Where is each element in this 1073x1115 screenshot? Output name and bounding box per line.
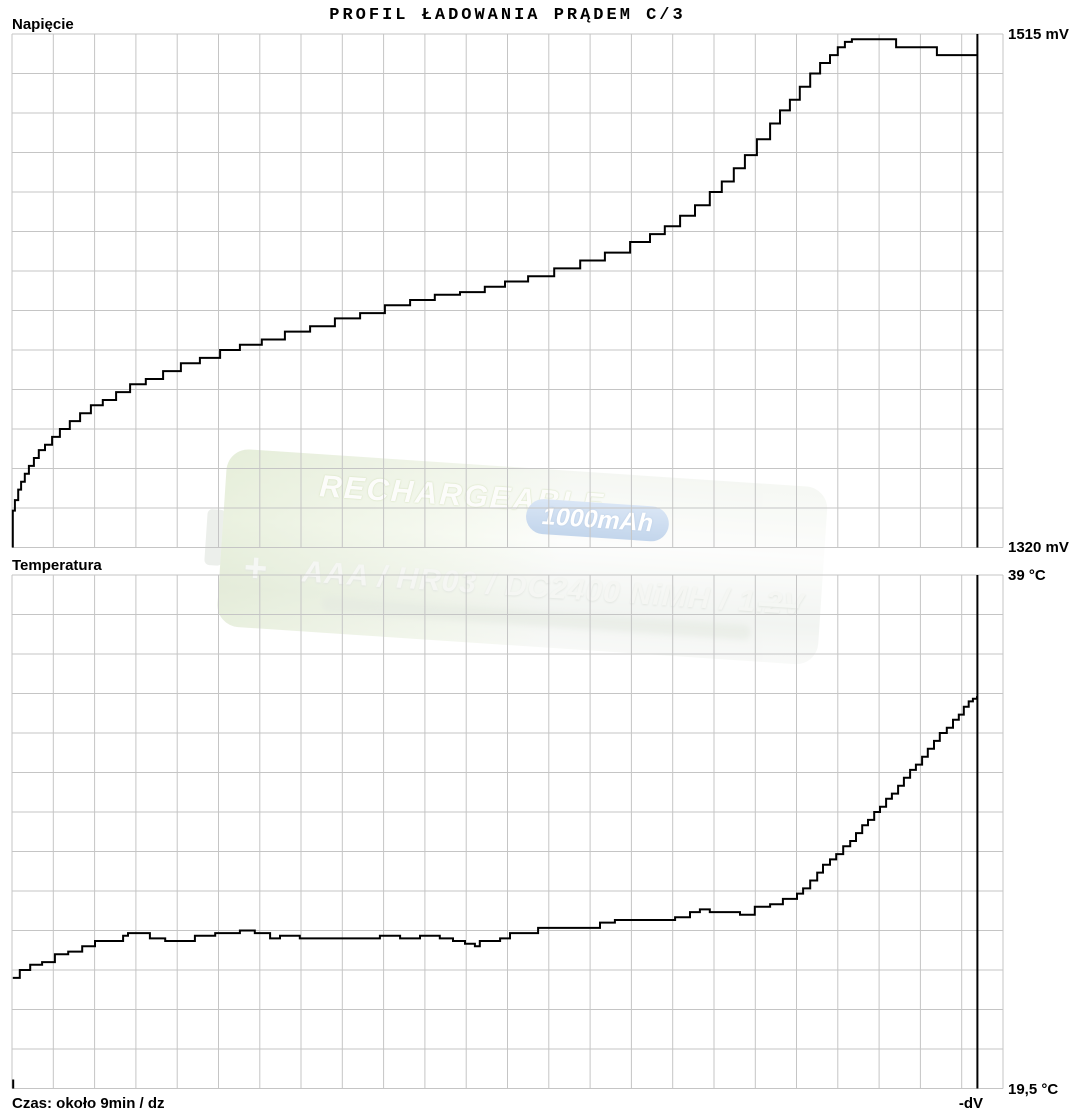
voltage-min-label: 1320 mV [1008, 539, 1069, 556]
temperature-chart-label: Temperatura [12, 557, 102, 574]
voltage-chart-label: Napięcie [12, 16, 74, 33]
temperature-plot [11, 574, 1004, 1089]
page-title: PROFIL ŁADOWANIA PRĄDEM C/3 [329, 6, 686, 25]
temperature-min-label: 19,5 °C [1008, 1081, 1059, 1098]
time-axis-label: Czas: około 9min / dz [12, 1095, 165, 1112]
dv-cutoff-label: -dV [958, 1095, 983, 1112]
voltage-max-label: 1515 mV [1008, 26, 1069, 43]
voltage-plot [11, 33, 1004, 548]
temperature-max-label: 39 °C [1008, 567, 1046, 584]
